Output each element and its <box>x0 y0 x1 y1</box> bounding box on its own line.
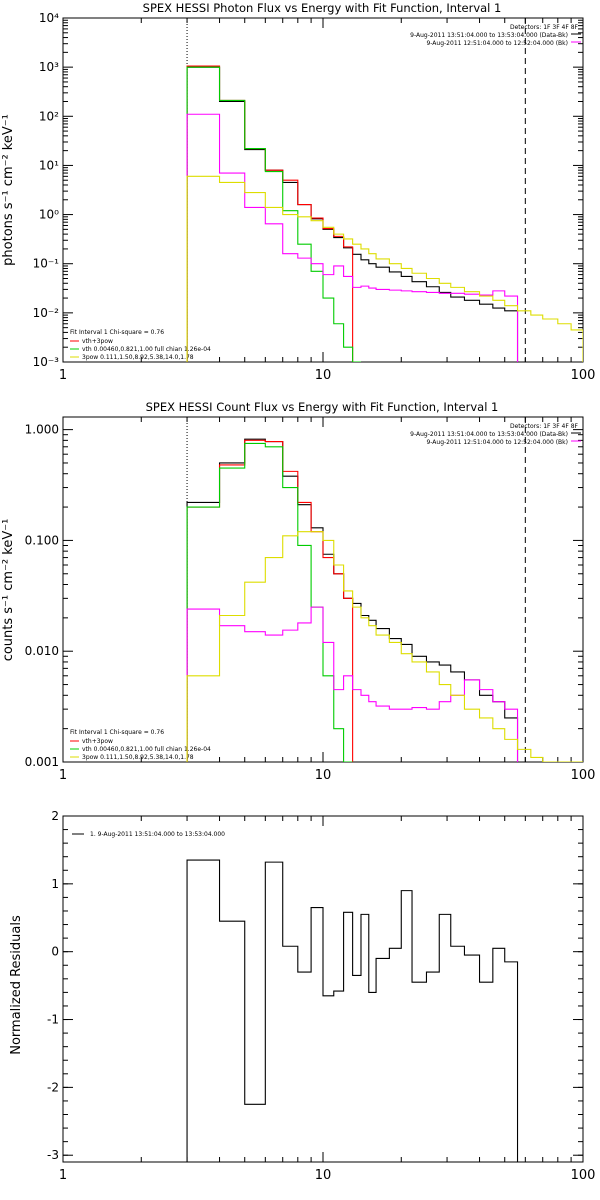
photon-flux-fit-line-4: 3pow 0.111,1.50,8.92,5.38,14.0,1.78 <box>82 354 194 361</box>
photon-flux-series-3 <box>186 113 519 362</box>
count-flux-fit-info: Fit Interval 1 Chi-square = 0.76 vth+3po… <box>70 729 211 761</box>
count-flux-y-tick-label: 1.000 <box>25 423 59 437</box>
photon-flux-y-tick-label: 10³ <box>39 60 59 74</box>
residuals-ylabel: Normalized Residuals <box>9 915 24 1055</box>
photon-flux-y-tick-label: 10¹ <box>39 158 59 172</box>
count-flux-series-4 <box>186 531 583 762</box>
photon-flux-fit-line-3: vth 0.00460,0.821,1.00 full chian 1.26e-… <box>82 346 211 353</box>
photon-flux-header-detectors: Detectors: 1F 3F 4F 8F <box>510 24 579 31</box>
count-flux-x-tick-label: 10 <box>315 768 332 783</box>
residuals-legend: 1. 9-Aug-2011 13:51:04.000 to 13:53:04.0… <box>90 831 225 838</box>
residuals-y-tick-label: -1 <box>47 1013 59 1027</box>
residuals-y-tick-label: 0 <box>51 945 59 959</box>
count-flux-fit-line-3: vth 0.00460,0.821,1.00 full chian 1.26e-… <box>82 746 211 753</box>
residuals-series-0 <box>186 859 519 1162</box>
count-flux-ylabel: counts s⁻¹ cm⁻² keV⁻¹ <box>1 519 16 662</box>
photon-flux-fit-line-1: Fit Interval 1 Chi-square = 0.76 <box>70 329 164 336</box>
count-flux-x-tick-label: 1 <box>59 768 67 783</box>
photon-flux-title: SPEX HESSI Photon Flux vs Energy with Fi… <box>143 1 502 15</box>
residuals-x-tick-label: 10 <box>315 1168 332 1183</box>
count-flux-y-tick-label: 0.010 <box>25 644 59 658</box>
residuals-series-group <box>186 859 519 1162</box>
photon-flux-fit-info: Fit Interval 1 Chi-square = 0.76 vth+3po… <box>70 329 211 361</box>
photon-flux-x-tick-label: 10 <box>315 368 332 383</box>
residuals-x-tick-label: 100 <box>571 1168 596 1183</box>
photon-flux-y-tick-label: 10⁰ <box>39 208 59 222</box>
photon-flux-series-group <box>186 65 583 362</box>
photon-flux-series-4 <box>186 175 583 362</box>
photon-flux-panel: SPEX HESSI Photon Flux vs Energy with Fi… <box>1 1 595 383</box>
photon-flux-y-tick-label: 10⁴ <box>39 11 59 25</box>
count-flux-fit-line-4: 3pow 0.111,1.50,8.92,5.38,14.0,1.78 <box>82 754 194 761</box>
photon-flux-header-bk: 9-Aug-2011 12:51:04.000 to 12:52:04.000 … <box>426 40 568 47</box>
photon-flux-header: Detectors: 1F 3F 4F 8F 9-Aug-2011 13:51:… <box>410 24 578 47</box>
count-flux-y-tick-label: 0.100 <box>25 533 59 547</box>
photon-flux-ylabel: photons s⁻¹ cm⁻² keV⁻¹ <box>1 114 16 266</box>
residuals-panel: Normalized Residuals 1. 9-Aug-2011 13:51… <box>9 809 595 1183</box>
photon-flux-x-tick-label: 1 <box>59 368 67 383</box>
count-flux-header-data: 9-Aug-2011 13:51:04.000 to 13:53:04.000 … <box>410 431 568 438</box>
count-flux-series-2 <box>186 442 353 762</box>
photon-flux-y-tick-label: 10⁻² <box>33 306 60 320</box>
count-flux-y-tick-label: 0.001 <box>25 755 59 769</box>
photon-flux-series-1 <box>186 65 354 362</box>
count-flux-fit-line-2: vth+3pow <box>82 738 113 745</box>
photon-flux-y-tick-label: 10⁻³ <box>33 355 60 369</box>
count-flux-fit-line-1: Fit Interval 1 Chi-square = 0.76 <box>70 729 164 736</box>
residuals-y-tick-label: 1 <box>51 877 59 891</box>
count-flux-header-bk: 9-Aug-2011 12:51:04.000 to 12:52:04.000 … <box>426 439 568 446</box>
photon-flux-x-tick-label: 100 <box>571 368 596 383</box>
count-flux-series-1 <box>186 439 354 762</box>
photon-flux-series-2 <box>186 66 361 362</box>
photon-flux-y-tick-label: 10² <box>39 109 59 123</box>
photon-flux-header-data: 9-Aug-2011 13:51:04.000 to 13:53:04.000 … <box>410 32 568 39</box>
residuals-y-tick-label: -3 <box>47 1148 59 1162</box>
count-flux-x-tick-label: 100 <box>571 768 596 783</box>
count-flux-panel: SPEX HESSI Count Flux vs Energy with Fit… <box>1 400 595 783</box>
residuals-x-tick-label: 1 <box>59 1168 67 1183</box>
count-flux-series-group <box>186 438 583 762</box>
count-flux-title: SPEX HESSI Count Flux vs Energy with Fit… <box>146 400 499 414</box>
photon-flux-y-tick-label: 10⁻¹ <box>33 257 60 271</box>
photon-flux-fit-line-2: vth+3pow <box>82 338 113 345</box>
count-flux-series-3 <box>186 606 519 762</box>
residuals-y-tick-label: -2 <box>47 1080 59 1094</box>
residuals-y-tick-label: 2 <box>51 809 59 823</box>
count-flux-header: Detectors: 1F 3F 4F 8F 9-Aug-2011 13:51:… <box>410 423 578 446</box>
count-flux-header-detectors: Detectors: 1F 3F 4F 8F <box>510 423 579 430</box>
